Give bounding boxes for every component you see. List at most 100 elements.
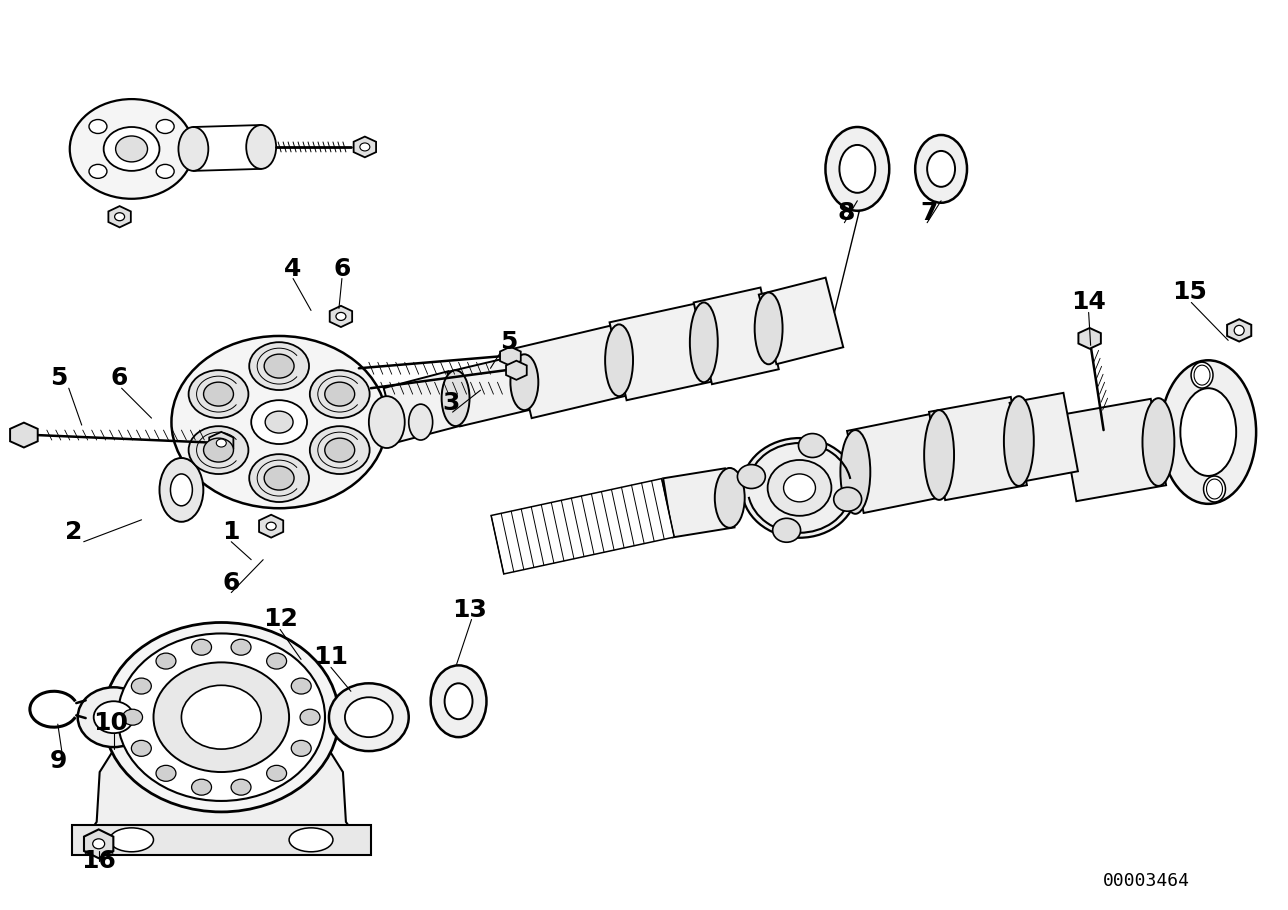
- Ellipse shape: [188, 426, 249, 474]
- Text: 9: 9: [50, 749, 67, 774]
- Ellipse shape: [1142, 399, 1175, 486]
- Ellipse shape: [310, 370, 370, 418]
- Ellipse shape: [179, 127, 209, 171]
- Polygon shape: [929, 397, 1027, 500]
- Ellipse shape: [204, 438, 233, 462]
- Polygon shape: [609, 303, 714, 400]
- Polygon shape: [848, 414, 948, 513]
- Ellipse shape: [833, 487, 862, 511]
- Text: 5: 5: [500, 330, 516, 354]
- Ellipse shape: [89, 119, 107, 134]
- Ellipse shape: [291, 678, 312, 694]
- Ellipse shape: [160, 458, 204, 521]
- Ellipse shape: [444, 683, 473, 719]
- Ellipse shape: [192, 639, 211, 655]
- Polygon shape: [1150, 401, 1215, 474]
- Ellipse shape: [1191, 362, 1213, 388]
- Ellipse shape: [1180, 389, 1236, 476]
- Polygon shape: [73, 729, 368, 854]
- Ellipse shape: [231, 639, 251, 655]
- Ellipse shape: [1003, 396, 1034, 486]
- Ellipse shape: [188, 370, 249, 418]
- Ellipse shape: [755, 292, 783, 364]
- Polygon shape: [447, 355, 532, 427]
- Ellipse shape: [359, 143, 370, 151]
- Polygon shape: [515, 326, 629, 418]
- Polygon shape: [694, 288, 779, 384]
- Polygon shape: [10, 422, 37, 448]
- Ellipse shape: [768, 460, 832, 516]
- Ellipse shape: [77, 687, 149, 747]
- Ellipse shape: [116, 136, 148, 162]
- Ellipse shape: [204, 382, 233, 406]
- Ellipse shape: [310, 426, 370, 474]
- Ellipse shape: [742, 438, 858, 538]
- Ellipse shape: [925, 410, 954, 500]
- Text: 4: 4: [285, 257, 301, 280]
- Text: 14: 14: [1072, 290, 1106, 315]
- Text: 5: 5: [50, 366, 67, 390]
- Polygon shape: [1227, 319, 1251, 341]
- Ellipse shape: [291, 741, 312, 756]
- Polygon shape: [384, 371, 462, 442]
- Ellipse shape: [840, 430, 871, 514]
- Ellipse shape: [368, 396, 404, 448]
- Ellipse shape: [117, 633, 325, 801]
- Polygon shape: [663, 469, 734, 538]
- Ellipse shape: [783, 474, 815, 501]
- Ellipse shape: [156, 765, 176, 782]
- Ellipse shape: [840, 145, 876, 193]
- Ellipse shape: [131, 741, 151, 756]
- Polygon shape: [1078, 328, 1101, 349]
- Ellipse shape: [109, 828, 153, 852]
- Ellipse shape: [103, 622, 339, 812]
- Text: 13: 13: [452, 598, 487, 622]
- Ellipse shape: [336, 312, 346, 320]
- Ellipse shape: [773, 519, 801, 542]
- Ellipse shape: [231, 779, 251, 795]
- Ellipse shape: [267, 653, 287, 669]
- Text: 16: 16: [81, 849, 116, 873]
- Ellipse shape: [264, 354, 294, 378]
- Ellipse shape: [738, 465, 765, 489]
- Polygon shape: [259, 515, 283, 538]
- Ellipse shape: [156, 165, 174, 178]
- Polygon shape: [506, 360, 527, 379]
- Text: 11: 11: [313, 645, 349, 670]
- Ellipse shape: [325, 438, 354, 462]
- Text: 6: 6: [223, 571, 240, 594]
- Ellipse shape: [510, 354, 538, 410]
- Text: 8: 8: [837, 201, 855, 225]
- Ellipse shape: [605, 324, 632, 396]
- Text: 00003464: 00003464: [1103, 872, 1190, 890]
- Polygon shape: [1061, 399, 1166, 501]
- Ellipse shape: [408, 404, 433, 440]
- Ellipse shape: [192, 779, 211, 795]
- Text: 1: 1: [223, 520, 240, 544]
- Ellipse shape: [267, 522, 276, 531]
- Ellipse shape: [826, 127, 889, 211]
- Ellipse shape: [430, 665, 487, 737]
- Text: 6: 6: [334, 257, 350, 280]
- Ellipse shape: [916, 135, 967, 203]
- Ellipse shape: [93, 839, 104, 849]
- Ellipse shape: [325, 382, 354, 406]
- Polygon shape: [500, 347, 520, 366]
- Text: 6: 6: [111, 366, 129, 390]
- Ellipse shape: [1160, 360, 1256, 504]
- Ellipse shape: [216, 439, 227, 447]
- Ellipse shape: [442, 370, 470, 426]
- Ellipse shape: [94, 702, 134, 733]
- Polygon shape: [108, 206, 131, 228]
- Ellipse shape: [246, 125, 276, 169]
- Polygon shape: [330, 306, 352, 327]
- Ellipse shape: [131, 678, 151, 694]
- Ellipse shape: [156, 653, 176, 669]
- Ellipse shape: [799, 433, 827, 458]
- Ellipse shape: [249, 342, 309, 390]
- Polygon shape: [1010, 393, 1078, 481]
- Polygon shape: [72, 824, 371, 854]
- Ellipse shape: [264, 466, 294, 490]
- Ellipse shape: [1203, 476, 1225, 502]
- Ellipse shape: [122, 709, 143, 725]
